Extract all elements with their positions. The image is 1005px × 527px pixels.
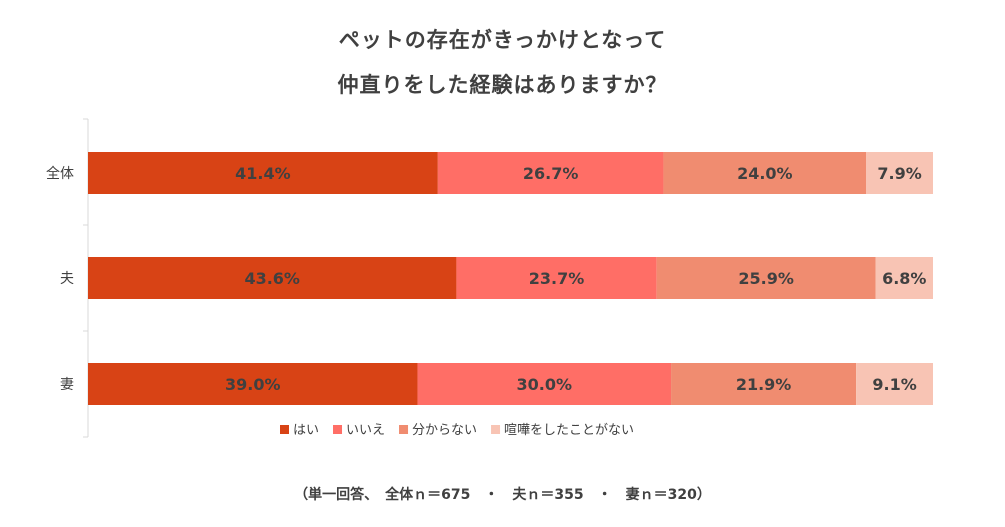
bar-segment	[437, 152, 664, 194]
category-label: 妻	[60, 377, 74, 393]
bar-segment	[875, 257, 933, 299]
bar-segment	[88, 152, 438, 194]
bar-segment	[456, 257, 657, 299]
bar-segment	[671, 363, 857, 405]
category-label: 全体	[46, 165, 74, 182]
bar-segment	[663, 152, 867, 194]
chart-title-line-2: 仲直りをした経験はありますか？	[337, 73, 668, 97]
chart-title-line-1: ペットの存在がきっかけとなって	[338, 28, 667, 52]
legend-swatch	[280, 425, 289, 434]
legend-label: 喧嘩をしたことがない	[504, 423, 634, 438]
data-label: 6.8%	[882, 269, 926, 288]
data-label: 39.0%	[225, 375, 281, 394]
data-label: 7.9%	[877, 164, 921, 183]
legend-label: 分からない	[412, 423, 477, 438]
bar-segment	[866, 152, 933, 194]
data-label: 30.0%	[517, 375, 573, 394]
data-label: 43.6%	[244, 269, 300, 288]
bar-segment	[856, 363, 933, 405]
data-label: 25.9%	[738, 269, 794, 288]
bar-segment	[88, 363, 418, 405]
data-label: 41.4%	[235, 164, 291, 183]
bar-segment	[88, 257, 457, 299]
category-label: 夫	[60, 271, 74, 287]
data-label: 23.7%	[529, 269, 585, 288]
data-label: 24.0%	[737, 164, 793, 183]
legend-swatch	[399, 425, 409, 434]
legend-swatch	[491, 425, 501, 434]
legend-swatch	[333, 425, 343, 434]
legend-label: はい	[293, 423, 319, 438]
data-label: 26.7%	[523, 164, 579, 183]
bar-segment	[656, 257, 876, 299]
bar-segment	[417, 363, 672, 405]
data-label: 9.1%	[872, 375, 916, 394]
legend-label: いいえ	[346, 423, 385, 438]
sample-size-footnote: （単一回答、 全体ｎ＝675 ・ 夫ｎ＝355 ・ 妻ｎ＝320）	[294, 487, 711, 503]
data-label: 21.9%	[736, 375, 792, 394]
